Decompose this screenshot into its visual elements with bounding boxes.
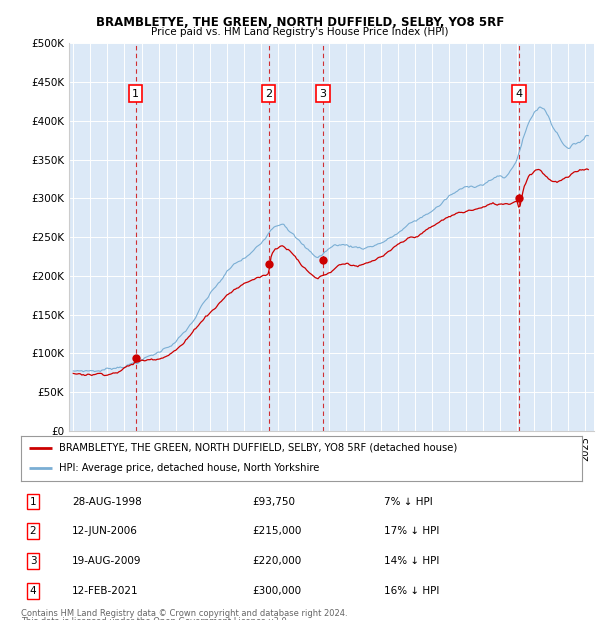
Text: 12-JUN-2006: 12-JUN-2006 [72,526,138,536]
Text: 1: 1 [29,497,37,507]
Text: £220,000: £220,000 [252,556,301,566]
Text: 28-AUG-1998: 28-AUG-1998 [72,497,142,507]
Text: 4: 4 [29,586,37,596]
Text: Price paid vs. HM Land Registry's House Price Index (HPI): Price paid vs. HM Land Registry's House … [151,27,449,37]
Text: HPI: Average price, detached house, North Yorkshire: HPI: Average price, detached house, Nort… [59,463,320,474]
Text: 7% ↓ HPI: 7% ↓ HPI [384,497,433,507]
Text: 19-AUG-2009: 19-AUG-2009 [72,556,142,566]
Text: 17% ↓ HPI: 17% ↓ HPI [384,526,439,536]
Text: 4: 4 [515,89,523,99]
Text: 16% ↓ HPI: 16% ↓ HPI [384,586,439,596]
Text: 3: 3 [29,556,37,566]
Text: 14% ↓ HPI: 14% ↓ HPI [384,556,439,566]
Text: This data is licensed under the Open Government Licence v3.0.: This data is licensed under the Open Gov… [21,617,289,620]
Text: 3: 3 [320,89,326,99]
Text: 2: 2 [265,89,272,99]
Text: BRAMBLETYE, THE GREEN, NORTH DUFFIELD, SELBY, YO8 5RF (detached house): BRAMBLETYE, THE GREEN, NORTH DUFFIELD, S… [59,443,457,453]
Text: 12-FEB-2021: 12-FEB-2021 [72,586,139,596]
Text: £300,000: £300,000 [252,586,301,596]
Text: £93,750: £93,750 [252,497,295,507]
Text: 1: 1 [132,89,139,99]
Text: £215,000: £215,000 [252,526,301,536]
Text: 2: 2 [29,526,37,536]
Text: BRAMBLETYE, THE GREEN, NORTH DUFFIELD, SELBY, YO8 5RF: BRAMBLETYE, THE GREEN, NORTH DUFFIELD, S… [96,16,504,29]
Text: Contains HM Land Registry data © Crown copyright and database right 2024.: Contains HM Land Registry data © Crown c… [21,609,347,618]
